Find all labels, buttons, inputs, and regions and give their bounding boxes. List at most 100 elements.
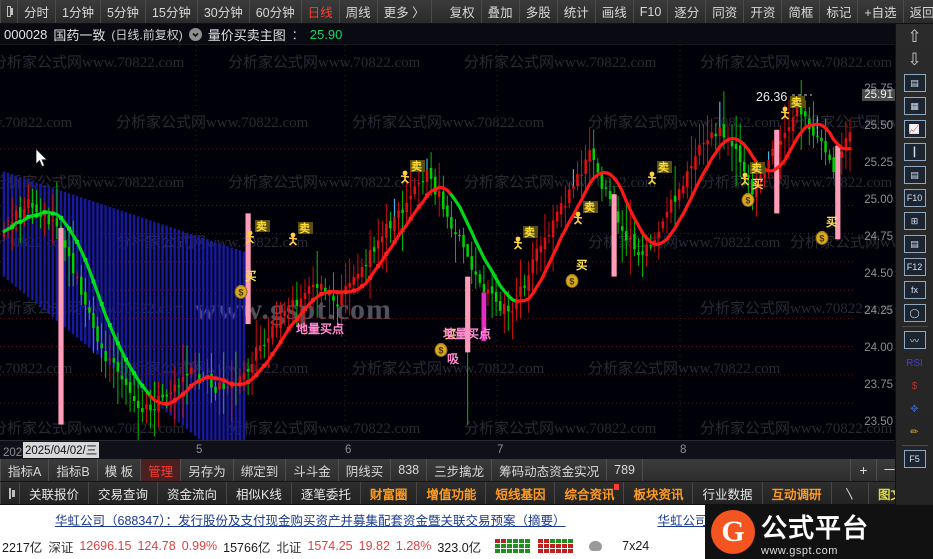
stock-code: 000028 (4, 26, 48, 42)
indicator-阴线买[interactable]: 阴线买 (339, 459, 392, 481)
svg-text:$: $ (819, 234, 824, 244)
period-周线[interactable]: 周线 (340, 0, 378, 23)
indicator-838[interactable]: 838 (391, 459, 428, 481)
tool-返回[interactable]: 返回 (904, 0, 933, 23)
tool-+自选[interactable]: +自选 (858, 0, 904, 23)
period-日线[interactable]: 日线 (302, 0, 340, 23)
indicator-另存为[interactable]: 另存为 (181, 459, 234, 481)
sidebar-tree-icon[interactable]: ⊞ (902, 210, 928, 232)
tool-统计[interactable]: 统计 (558, 0, 596, 23)
sh-amount: 2217亿 (2, 540, 43, 555)
tool-标记[interactable]: 标记 (820, 0, 859, 23)
price-tick: 24.25 (864, 305, 893, 317)
function-互动调研[interactable]: 互动调研 (763, 482, 832, 504)
tool-同资[interactable]: 同资 (706, 0, 745, 23)
indicator-name[interactable]: 量价买卖主图 (207, 27, 286, 43)
info-colon: ： (291, 27, 304, 42)
price-chart[interactable]: 分析家公式网www.70822.com 分析家公式网www.70822.com … (0, 45, 895, 440)
panel-toggle-icon[interactable] (0, 0, 18, 23)
function-增值功能[interactable]: 增值功能 (417, 482, 487, 504)
breadth-cell (507, 544, 513, 548)
period-60分钟[interactable]: 60分钟 (250, 0, 302, 23)
window-icon[interactable] (0, 482, 20, 504)
period-5分钟[interactable]: 5分钟 (101, 0, 146, 23)
svg-text:卖: 卖 (584, 200, 595, 214)
logo-url: www.gspt.com (761, 544, 838, 557)
period-15分钟[interactable]: 15分钟 (146, 0, 198, 23)
function-行业数据[interactable]: 行业数据 (693, 482, 763, 504)
indicator-模 板[interactable]: 模 板 (98, 459, 142, 481)
sidebar-formula-icon[interactable]: fx (902, 279, 928, 301)
top-toolbar: 分时 1分钟 5分钟 15分钟 30分钟 60分钟 日线 周线 更多 〉 复权 叠加 多股 统计 画线 F… (0, 0, 933, 24)
chevron-down-circle-icon[interactable] (188, 27, 202, 41)
function-财富圈[interactable]: 财富圈 (361, 482, 418, 504)
date-tick-7: 7 (497, 444, 504, 456)
indicator-三步擒龙[interactable]: 三步擒龙 (427, 459, 493, 481)
period-30分钟[interactable]: 30分钟 (198, 0, 250, 23)
function-交易查询[interactable]: 交易查询 (89, 482, 159, 504)
tree-icon: ⊞ (903, 212, 926, 230)
indicator-筹码动态资金实况[interactable]: 筹码动态资金实况 (492, 459, 608, 481)
sidebar-f5-icon[interactable]: F5 (902, 448, 928, 470)
sidebar-arrow-down-icon[interactable]: ⇩ (907, 50, 922, 69)
period-1分钟[interactable]: 1分钟 (56, 0, 101, 23)
breadth-cell (538, 549, 544, 553)
breadth-cell (562, 549, 568, 553)
sidebar-money-icon[interactable]: $ (911, 380, 918, 392)
breadth-cell (519, 549, 525, 553)
sidebar-rsi-icon[interactable]: RSI (906, 357, 923, 369)
toolbar-gap (432, 0, 444, 23)
function-短线基因[interactable]: 短线基因 (486, 482, 556, 504)
indicator-指标B[interactable]: 指标B (49, 459, 98, 481)
function-相似K线[interactable]: 相似K线 (227, 482, 292, 504)
function-板块资讯[interactable]: 板块资讯 (624, 482, 694, 504)
indicator-管理[interactable]: 管理 (141, 459, 182, 481)
tool-叠加[interactable]: 叠加 (482, 0, 520, 23)
stock-info-bar: 000028 国药一致 (日线.前复权) 量价买卖主图 ： 25.90 (0, 24, 895, 45)
sidebar-report-icon[interactable]: ▤ (902, 72, 928, 94)
sidebar-line-chart-icon[interactable]: 📈 (902, 118, 928, 140)
function-综合资讯[interactable]: 综合资讯 (555, 482, 625, 504)
indicator-789[interactable]: 789 (607, 459, 643, 481)
indicator-斗斗金[interactable]: 斗斗金 (286, 459, 339, 481)
sidebar-candlestick-icon[interactable]: ┃ (902, 141, 928, 163)
sidebar-notes-icon[interactable]: ▤ (902, 233, 928, 255)
sidebar-news-list-icon[interactable]: ▤ (902, 164, 928, 186)
sidebar-wave-icon[interactable]: 〰 (902, 329, 928, 351)
tool-多股[interactable]: 多股 (520, 0, 558, 23)
tool-开资[interactable]: 开资 (744, 0, 783, 23)
indicator-绑定到[interactable]: 绑定到 (234, 459, 287, 481)
candlestick-icon: ┃ (903, 143, 926, 161)
sidebar-pencil-icon[interactable]: ✏ (910, 426, 919, 438)
stock-name: 国药一致 (53, 27, 106, 43)
breadth-cell (556, 544, 562, 548)
indicator-value: 25.90 (309, 26, 343, 42)
sidebar-clock-icon[interactable]: ◯ (902, 302, 928, 324)
tool-F10[interactable]: F10 (634, 0, 669, 23)
function-关联报价[interactable]: 关联报价 (20, 482, 90, 504)
sidebar-table-icon[interactable]: ▦ (902, 95, 928, 117)
notification-dot (614, 484, 620, 490)
price-axis: 25.91 25.75 25.50 25.25 25.00 24.75 24.50 24.2… (855, 45, 895, 440)
tool-逐分[interactable]: 逐分 (668, 0, 707, 23)
zoom-in-button[interactable]: + (851, 459, 877, 481)
tool-画线[interactable]: 画线 (596, 0, 634, 23)
indicator-指标A[interactable]: 指标A (0, 459, 50, 481)
tool-复权[interactable]: 复权 (444, 0, 482, 23)
sz-change: 124.78 (137, 539, 176, 553)
period-分时[interactable]: 分时 (18, 0, 57, 23)
sidebar-f10-icon[interactable]: F10 (902, 187, 928, 209)
bj-index: 1574.25 (307, 539, 353, 553)
news-item-text[interactable]: 华虹公司（688347）：发行股份及支付现金购买资产并募集配套资金暨关联交易预案… (55, 513, 566, 528)
tool-简框[interactable]: 简框 (782, 0, 821, 23)
period-更多 〉[interactable]: 更多 〉 (378, 0, 432, 23)
sidebar-arrow-up-icon[interactable]: ⇧ (907, 27, 922, 46)
sidebar-f12-icon[interactable]: F12 (902, 256, 928, 278)
date-tick-8: 8 (680, 444, 687, 456)
function-逐笔委托[interactable]: 逐笔委托 (292, 482, 361, 504)
sidebar-move-icon[interactable]: ✥ (910, 403, 919, 415)
current-price-label: 25.91 (862, 89, 895, 101)
date-axis: 2025/04/02/三 2025/04/02/三 5 6 7 8 日线 (0, 440, 933, 459)
function-资金流向[interactable]: 资金流向 (158, 482, 228, 504)
